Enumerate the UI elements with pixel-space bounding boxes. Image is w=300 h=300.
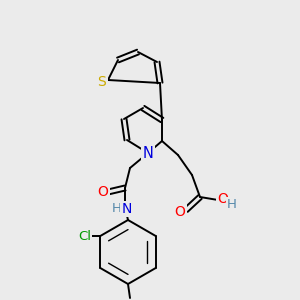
Text: H: H (227, 199, 237, 212)
Text: O: O (175, 205, 185, 219)
Text: S: S (98, 75, 106, 89)
Text: O: O (98, 185, 108, 199)
Text: N: N (142, 146, 153, 161)
Text: O: O (218, 192, 228, 206)
Text: N: N (122, 202, 132, 216)
Text: Cl: Cl (78, 230, 91, 242)
Text: H: H (112, 202, 122, 215)
